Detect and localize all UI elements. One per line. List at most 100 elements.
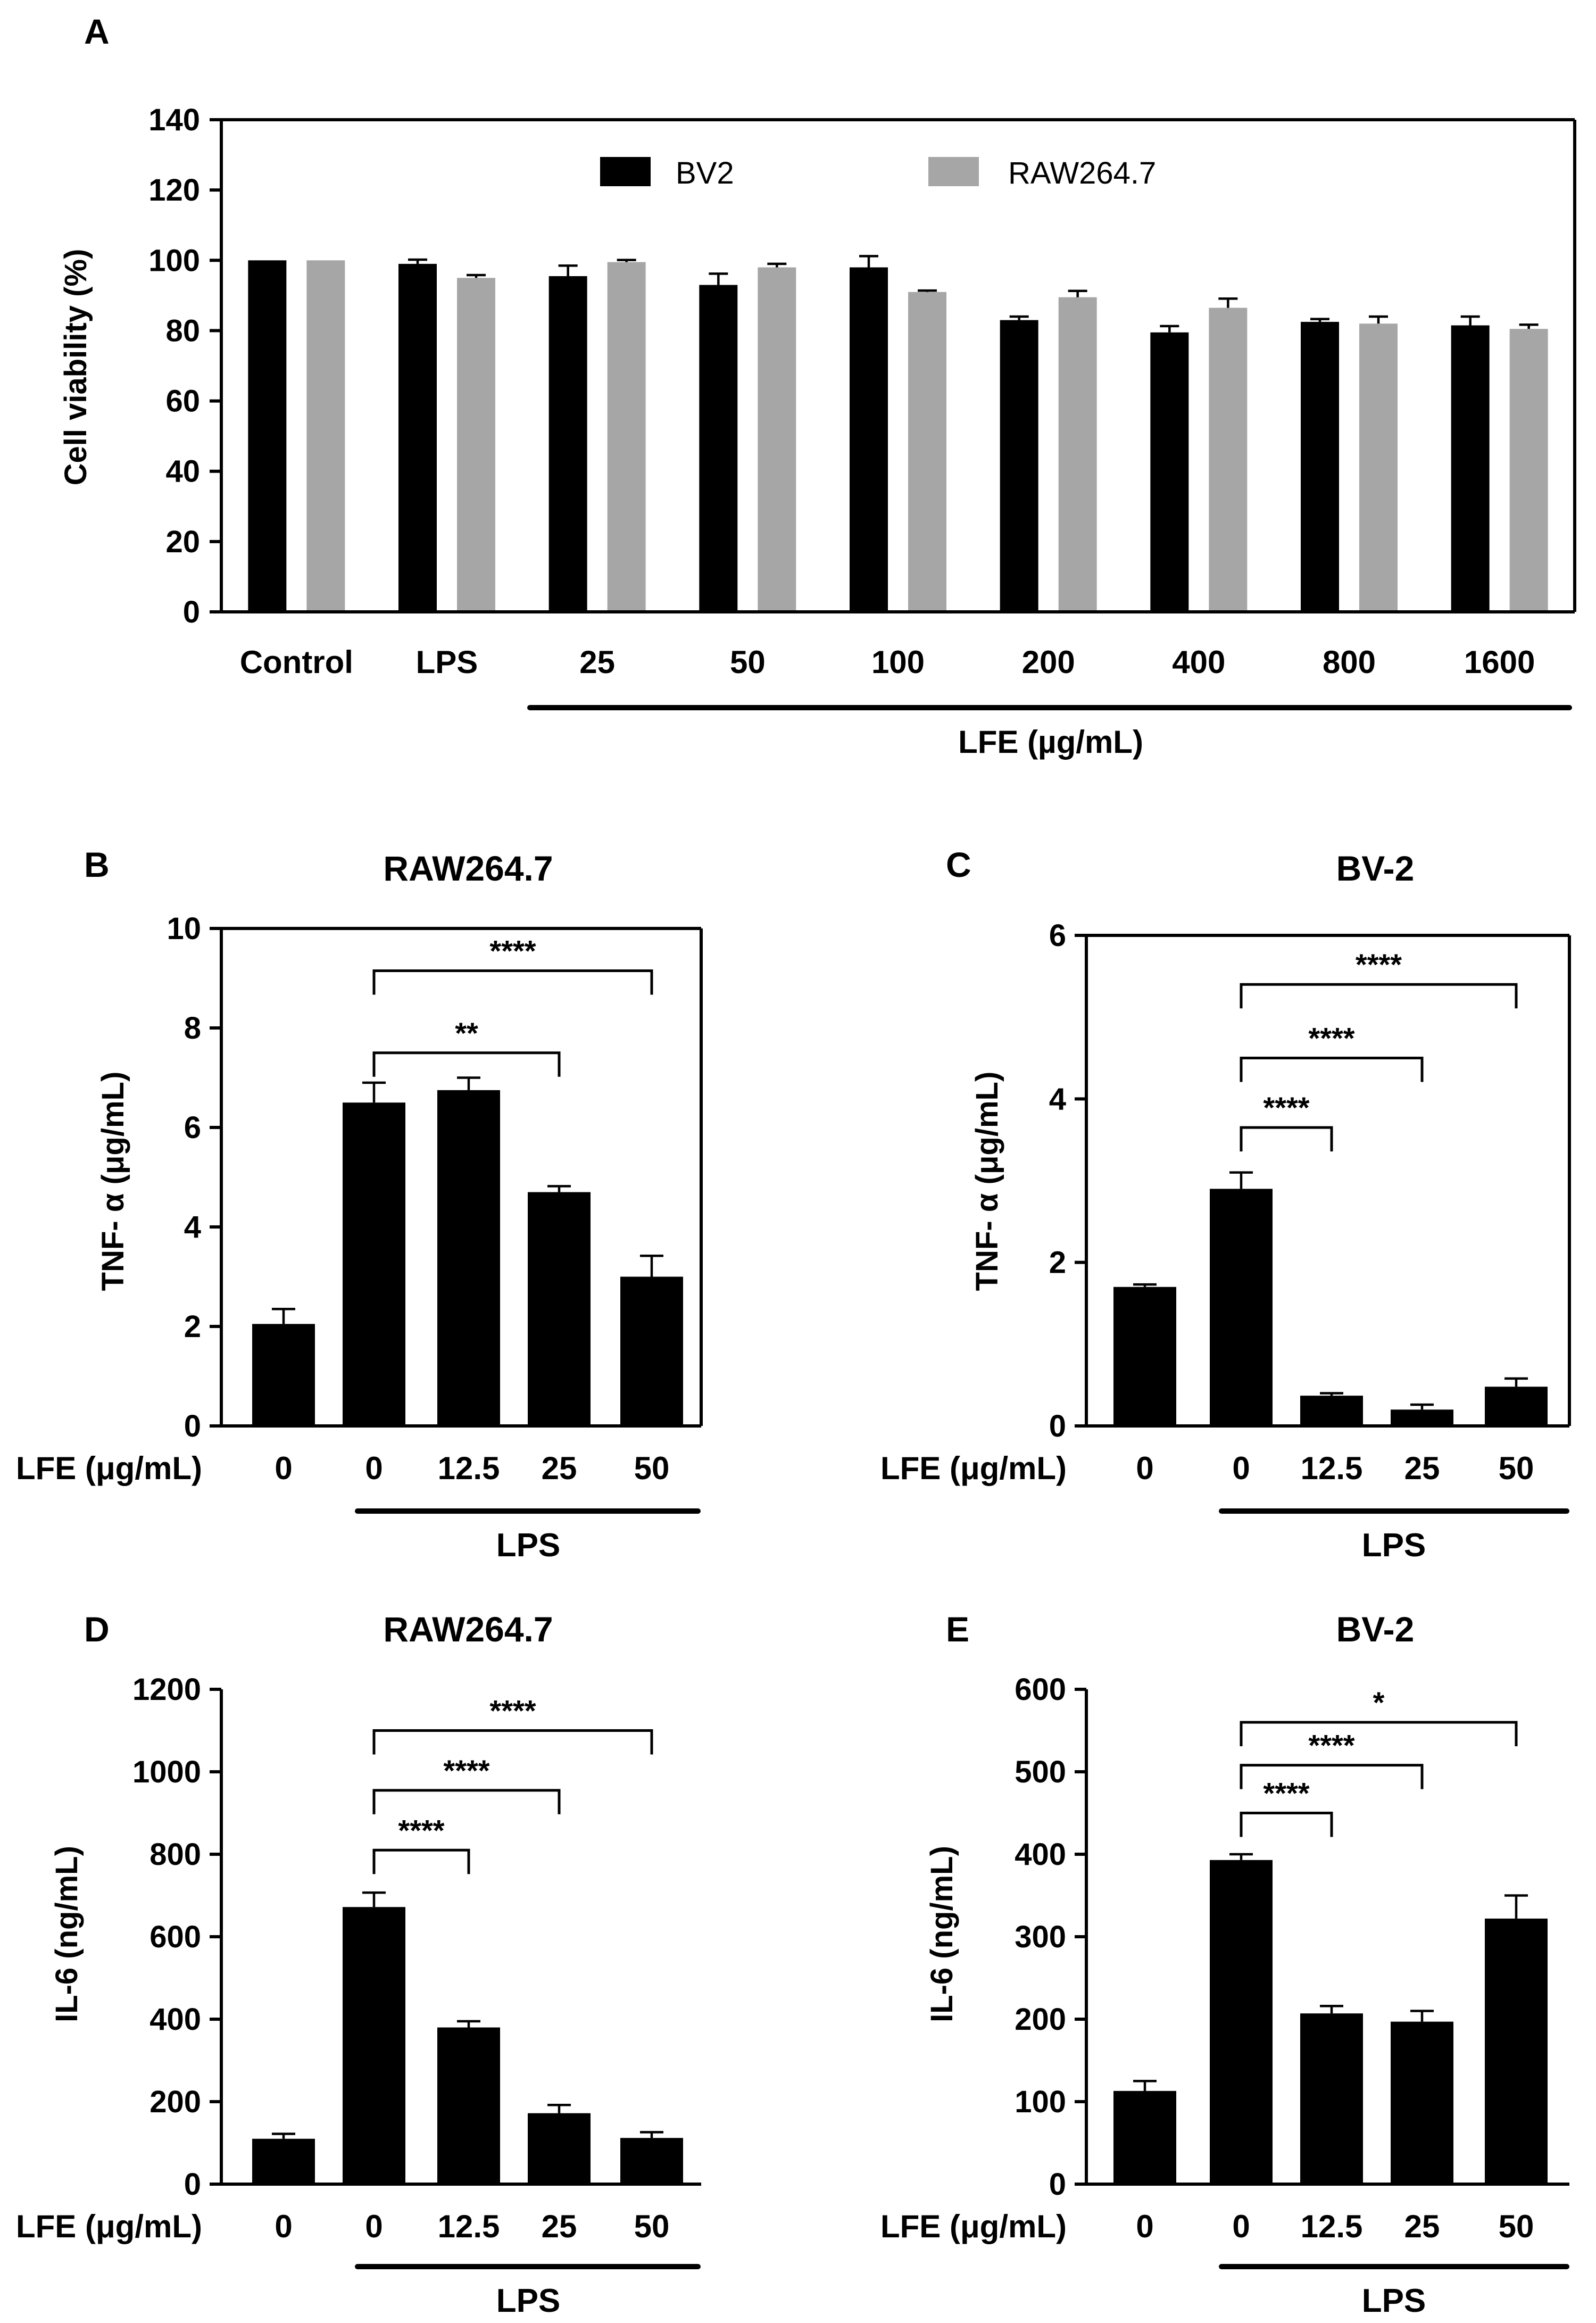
a-y-tick-label: 20 (165, 525, 200, 559)
c-x-tick-label: 50 (1499, 1450, 1534, 1486)
c-bar-2 (1300, 1396, 1363, 1426)
d-sig-label-1: **** (443, 1754, 489, 1787)
d-sig-bracket-1 (372, 1789, 561, 1814)
e-title: BV-2 (1336, 1609, 1415, 1649)
b-title: RAW264.7 (383, 849, 553, 888)
legend-label-raw264: RAW264.7 (1008, 156, 1156, 190)
c-sig-bracket-0 (1240, 1126, 1333, 1152)
b-x-tick-label: 50 (634, 1450, 670, 1486)
e-x-tick-label: 0 (1136, 2209, 1153, 2244)
d-sig-bracket-0 (372, 1848, 470, 1874)
c-x-tick-label: 0 (1136, 1450, 1153, 1486)
b-y-tick-label: 8 (184, 1011, 201, 1046)
e-sig-bracket-2 (1240, 1721, 1518, 1746)
c-sig-label-2: **** (1356, 948, 1402, 981)
c-sig-bracket-1 (1240, 1057, 1424, 1082)
d-y-tick-label: 0 (184, 2167, 201, 2202)
a-y-tick-label: 140 (148, 103, 200, 137)
panel-letter-c: C (946, 845, 971, 884)
b-bar-3 (528, 1192, 591, 1426)
a-bar-bv2-800 (1301, 321, 1339, 612)
c-bar-3 (1391, 1409, 1453, 1426)
b-y-tick-label: 0 (184, 1409, 201, 1443)
e-bar-0 (1113, 2090, 1176, 2184)
e-bar-2 (1300, 2013, 1363, 2184)
legend-swatch-bv2 (600, 157, 651, 186)
d-y-tick-label: 400 (149, 2002, 201, 2037)
d-x-tick-label: 50 (634, 2209, 670, 2244)
a-x-tick-label: 400 (1172, 644, 1225, 680)
e-y-tick-label: 600 (1015, 1672, 1066, 1707)
a-y-tick-label: 60 (165, 384, 200, 419)
panel-letter-a: A (84, 12, 110, 51)
e-x-tick-label: 0 (1232, 2209, 1250, 2244)
panel-letter-b: B (84, 845, 110, 884)
c-y-tick-label: 0 (1049, 1409, 1066, 1443)
d-y-axis-label: IL-6 (ng/mL) (49, 1846, 84, 2022)
d-sig-label-2: **** (489, 1694, 536, 1728)
c-sig-bracket-2 (1240, 983, 1518, 1009)
d-sig-label-0: **** (398, 1813, 444, 1847)
d-x-tick-label: 12.5 (438, 2209, 500, 2244)
b-bar-2 (437, 1090, 500, 1426)
a-y-tick-label: 80 (165, 313, 200, 348)
d-y-tick-label: 1000 (132, 1755, 201, 1789)
a-bar-bv2-400 (1150, 332, 1189, 612)
c-y-tick-label: 6 (1049, 918, 1066, 953)
a-bar-raw264-25 (607, 262, 646, 612)
c-x-tick-label: 12.5 (1301, 1450, 1363, 1486)
e-sig-label-0: **** (1263, 1777, 1309, 1810)
a-bar-raw264-800 (1359, 323, 1398, 612)
c-lps-group-label: LPS (1362, 1527, 1426, 1564)
e-x-prefix-label: LFE (μg/mL) (880, 2209, 1067, 2244)
c-sig-label-1: **** (1308, 1022, 1354, 1055)
c-y-axis-label: TNF- α (μg/mL) (970, 1072, 1004, 1291)
b-y-tick-label: 10 (167, 911, 201, 946)
d-bar-2 (437, 2027, 500, 2184)
b-x-prefix-label: LFE (μg/mL) (16, 1450, 202, 1486)
a-x-tick-label: 800 (1323, 644, 1376, 680)
b-y-tick-label: 2 (184, 1309, 201, 1344)
b-y-axis-label: TNF- α (μg/mL) (96, 1072, 130, 1291)
d-bar-4 (620, 2138, 683, 2184)
legend-swatch-raw264 (928, 157, 979, 186)
e-sig-label-1: **** (1308, 1729, 1354, 1762)
c-title: BV-2 (1336, 849, 1415, 888)
e-y-tick-label: 200 (1015, 2002, 1066, 2037)
d-y-tick-label: 200 (149, 2085, 201, 2119)
b-y-tick-label: 4 (184, 1210, 201, 1245)
panel-letter-d: D (84, 1609, 110, 1649)
c-bar-0 (1113, 1287, 1176, 1426)
a-bar-raw264-200 (1058, 297, 1097, 612)
a-bar-raw264-100 (908, 292, 946, 612)
a-y-tick-label: 0 (183, 595, 200, 629)
a-bar-raw264-50 (758, 267, 796, 612)
panel-d-il6-raw264-chart: RAW264.7 IL-6 (ng/mL) 0 200 400 600 800 1000 1… (16, 1609, 701, 2319)
a-bar-bv2-50 (699, 285, 738, 612)
d-x-tick-label: 0 (365, 2209, 383, 2244)
a-x-tick-label: LPS (416, 644, 478, 680)
e-x-tick-label: 12.5 (1301, 2209, 1363, 2244)
a-bar-bv2-25 (548, 276, 587, 612)
a-x-tick-label: 1600 (1464, 644, 1535, 680)
d-bar-3 (528, 2113, 591, 2184)
a-y-axis-label: Cell viability (%) (59, 249, 93, 486)
b-sig-bracket-0 (372, 1051, 561, 1077)
d-lps-group-label: LPS (496, 2283, 561, 2319)
a-x-tick-label: 50 (730, 644, 766, 680)
e-lps-group-label: LPS (1362, 2283, 1426, 2319)
b-lps-group-label: LPS (496, 1527, 561, 1564)
e-y-tick-label: 500 (1015, 1755, 1066, 1789)
a-bar-raw264-lps (457, 278, 495, 612)
panel-a-cell-viability-chart: 0 20 40 60 80 100 120 140 Cell viability (%) BV… (59, 103, 1576, 760)
d-x-tick-label: 25 (542, 2209, 577, 2244)
a-bar-bv2-1600 (1451, 325, 1490, 612)
a-x-tick-label: 25 (579, 644, 615, 680)
b-x-tick-label: 12.5 (438, 1450, 500, 1486)
legend-label-bv2: BV2 (676, 156, 734, 190)
d-y-tick-label: 600 (149, 1920, 201, 1954)
e-sig-bracket-1 (1240, 1764, 1424, 1789)
d-sig-bracket-2 (372, 1729, 653, 1755)
